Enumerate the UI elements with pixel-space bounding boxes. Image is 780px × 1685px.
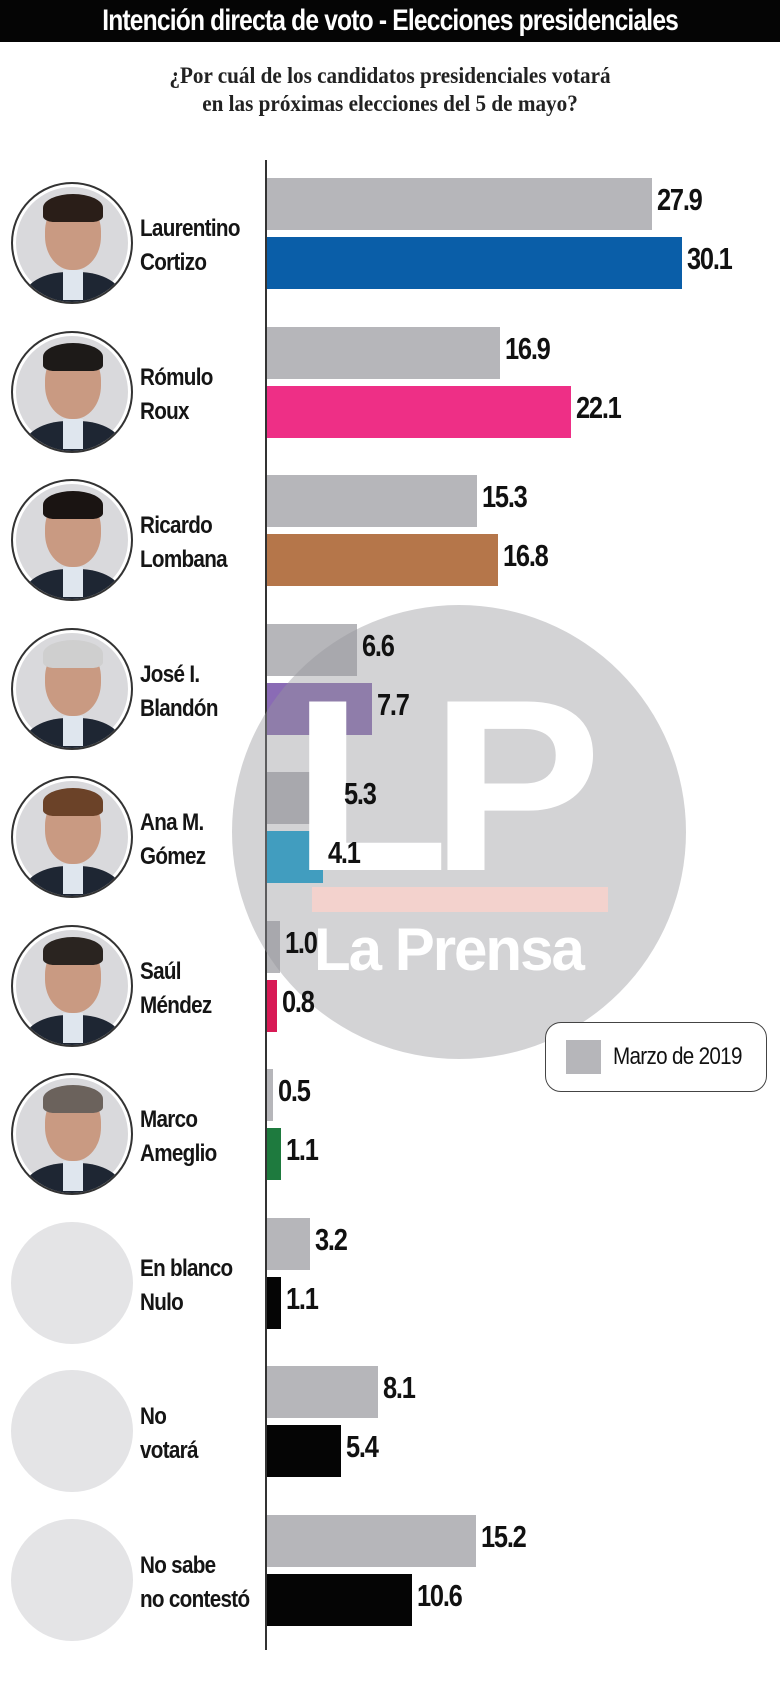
value-label-marzo-2019: 3.2 — [315, 1221, 348, 1257]
bar-current — [266, 385, 572, 438]
value-label-current: 1.1 — [286, 1280, 319, 1316]
row-label-line-1: Laurentino — [140, 215, 240, 242]
chart-row: Ricardo Lombana 15.3 16.8 — [0, 475, 780, 615]
chart-row: Rómulo Roux 16.9 22.1 — [0, 326, 780, 467]
chart-row: José I. Blandón 6.6 7.7 — [0, 623, 780, 764]
row-label-line-1: José I. — [140, 660, 200, 688]
value-label-current: 30.1 — [686, 241, 733, 276]
row-label-line-2: Gómez — [140, 843, 206, 870]
row-label-line-1: Ricardo — [140, 512, 213, 539]
bar-marzo-2019 — [266, 772, 340, 824]
row-label-line-2: Nulo — [140, 1288, 184, 1316]
candidate-photo-icon — [11, 182, 133, 304]
row-label-line-2: Lombana — [140, 546, 228, 573]
bar-marzo-2019 — [266, 1069, 273, 1121]
placeholder-circle-icon — [11, 1518, 133, 1641]
row-label-line-2: no contestó — [140, 1585, 250, 1613]
row-label: No votará — [140, 1400, 270, 1468]
title-bar: Intención directa de voto - Elecciones p… — [0, 0, 780, 42]
value-label-current: 4.1 — [327, 835, 361, 870]
chart-row: Saúl Méndez 1.0 0.8 — [0, 920, 780, 1061]
value-label-marzo-2019: 6.6 — [362, 627, 395, 663]
row-label: Saúl Méndez — [140, 955, 270, 1023]
bar-current — [266, 237, 682, 289]
bar-marzo-2019 — [266, 326, 500, 379]
value-label-current: 16.8 — [503, 538, 549, 573]
chart-row: Laurentino Cortizo 27.9 30.1 — [0, 178, 780, 318]
chart-row: No votará 8.1 5.4 — [0, 1366, 780, 1506]
chart-row: Marco Ameglio 0.5 1.1 — [0, 1069, 780, 1209]
row-label-line-2: Méndez — [140, 991, 212, 1019]
row-label: Rómulo Roux — [140, 361, 270, 429]
candidate-photo-icon — [11, 627, 133, 750]
bar-marzo-2019 — [266, 623, 358, 676]
bar-marzo-2019 — [266, 475, 478, 527]
row-label-line-1: En blanco — [140, 1254, 233, 1282]
value-label-current: 1.1 — [286, 1132, 319, 1167]
value-label-marzo-2019: 15.2 — [481, 1518, 527, 1554]
placeholder-circle-icon — [11, 1221, 133, 1344]
bar-marzo-2019 — [266, 920, 280, 973]
value-label-marzo-2019: 15.3 — [482, 479, 528, 514]
row-label-line-1: No — [140, 1403, 167, 1430]
bar-current — [266, 979, 278, 1032]
bar-current — [266, 682, 373, 735]
question-line-2: en las próximas elecciones del 5 de mayo… — [202, 91, 578, 116]
row-label: José I. Blandón — [140, 658, 270, 726]
bar-marzo-2019 — [266, 1514, 477, 1567]
question-line-1: ¿Por cuál de los candidatos presidencial… — [169, 63, 611, 88]
candidate-photo-icon — [11, 330, 133, 453]
row-label-line-1: Rómulo — [140, 363, 213, 391]
row-label: No sabe no contestó — [140, 1549, 270, 1617]
value-label-marzo-2019: 27.9 — [656, 182, 703, 217]
candidate-photo-icon — [11, 479, 133, 601]
chart-question: ¿Por cuál de los candidatos presidencial… — [0, 62, 780, 118]
legend-label: Marzo de 2019 — [613, 1043, 742, 1070]
bar-current — [266, 1128, 282, 1180]
bar-current — [266, 1276, 282, 1329]
row-label-line-2: Roux — [140, 397, 190, 425]
bar-current — [266, 1573, 413, 1626]
row-label-line-2: Blandón — [140, 694, 218, 722]
value-label-marzo-2019: 1.0 — [284, 924, 318, 960]
row-label-line-1: Ana M. — [140, 809, 204, 836]
value-label-current: 10.6 — [417, 1577, 463, 1613]
row-label-line-2: Cortizo — [140, 249, 207, 276]
row-label-line-2: Ameglio — [140, 1140, 217, 1167]
row-label: Ricardo Lombana — [140, 509, 270, 577]
bar-marzo-2019 — [266, 178, 652, 230]
value-label-current: 22.1 — [576, 389, 622, 425]
chart-title: Intención directa de voto - Elecciones p… — [102, 4, 679, 37]
legend-swatch — [566, 1040, 601, 1074]
row-label: Ana M. Gómez — [140, 806, 270, 874]
legend: Marzo de 2019 — [545, 1022, 767, 1092]
value-label-current: 0.8 — [282, 983, 315, 1019]
candidate-photo-icon — [11, 776, 133, 898]
row-label-line-1: Saúl — [140, 957, 182, 985]
candidate-photo-icon — [11, 924, 133, 1047]
value-label-current: 5.4 — [345, 1429, 379, 1464]
bar-current — [266, 1425, 341, 1477]
candidate-photo-icon — [11, 1073, 133, 1195]
value-label-marzo-2019: 5.3 — [344, 776, 377, 811]
bar-current — [266, 534, 499, 586]
row-label: Laurentino Cortizo — [140, 212, 270, 280]
row-label-line-1: Marco — [140, 1106, 198, 1133]
value-label-marzo-2019: 0.5 — [277, 1073, 311, 1108]
chart-row: No sabe no contestó 15.2 10.6 — [0, 1514, 780, 1655]
placeholder-circle-icon — [11, 1370, 133, 1492]
row-label-line-1: No sabe — [140, 1551, 216, 1579]
bar-current — [266, 831, 323, 883]
row-label-line-2: votará — [140, 1437, 199, 1464]
value-label-current: 7.7 — [377, 686, 410, 722]
chart-row: En blanco Nulo 3.2 1.1 — [0, 1217, 780, 1358]
chart-row: Ana M. Gómez 5.3 4.1 — [0, 772, 780, 912]
bar-marzo-2019 — [266, 1366, 378, 1418]
row-label: En blanco Nulo — [140, 1252, 270, 1320]
value-label-marzo-2019: 16.9 — [504, 330, 551, 366]
value-label-marzo-2019: 8.1 — [382, 1370, 416, 1405]
y-axis-line — [265, 160, 267, 1650]
bar-marzo-2019 — [266, 1217, 311, 1270]
row-label: Marco Ameglio — [140, 1103, 270, 1171]
